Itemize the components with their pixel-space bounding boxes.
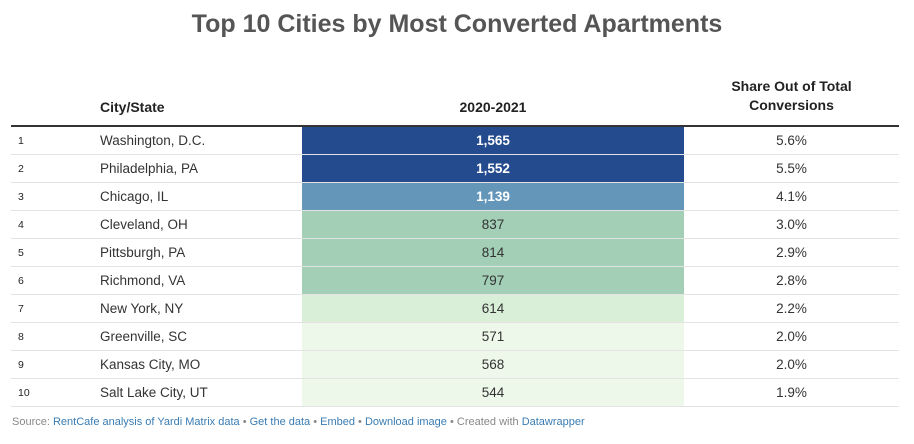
- datawrapper-link[interactable]: Datawrapper: [521, 416, 585, 428]
- value-cell: 837: [302, 210, 684, 239]
- city-cell: Richmond, VA: [89, 266, 302, 295]
- rank-cell: 5: [11, 238, 89, 267]
- get-the-data-link[interactable]: Get the data: [249, 416, 311, 428]
- header-row: City/State 2020-2021 Share Out of Total …: [11, 62, 899, 127]
- value-cell: 568: [302, 350, 684, 379]
- share-cell: 1.9%: [684, 378, 899, 407]
- city-cell: Salt Lake City, UT: [89, 378, 302, 407]
- table-row: 8 Greenville, SC 571 2.0%: [11, 322, 899, 351]
- value-cell: 1,565: [302, 126, 684, 155]
- rank-cell: 3: [11, 182, 89, 211]
- rank-cell: 7: [11, 294, 89, 323]
- city-cell: Chicago, IL: [89, 182, 302, 211]
- table-row: 10 Salt Lake City, UT 544 1.9%: [11, 378, 899, 407]
- table-row: 6 Richmond, VA 797 2.8%: [11, 266, 899, 295]
- table-row: 3 Chicago, IL 1,139 4.1%: [11, 182, 899, 211]
- value-cell: 1,552: [302, 154, 684, 183]
- city-cell: Pittsburgh, PA: [89, 238, 302, 267]
- download-image-link[interactable]: Download image: [364, 416, 447, 428]
- footer-created-with: Created with: [456, 416, 522, 428]
- city-cell: Philadelphia, PA: [89, 154, 302, 183]
- city-cell: New York, NY: [89, 294, 302, 323]
- rank-cell: 6: [11, 266, 89, 295]
- table-row: 2 Philadelphia, PA 1,552 5.5%: [11, 154, 899, 183]
- value-cell: 571: [302, 322, 684, 351]
- share-cell: 2.2%: [684, 294, 899, 323]
- share-cell: 2.0%: [684, 350, 899, 379]
- city-cell: Greenville, SC: [89, 322, 302, 351]
- source-link[interactable]: RentCafe analysis of Yardi Matrix data: [52, 416, 240, 428]
- value-cell: 544: [302, 378, 684, 407]
- rank-cell: 2: [11, 154, 89, 183]
- chart-title: Top 10 Cities by Most Converted Apartmen…: [191, 10, 723, 38]
- share-cell: 2.8%: [684, 266, 899, 295]
- city-cell: Kansas City, MO: [89, 350, 302, 379]
- header-share[interactable]: Share Out of Total Conversions: [684, 62, 899, 127]
- share-cell: 3.0%: [684, 210, 899, 239]
- footer-source-prefix: Source:: [12, 416, 53, 428]
- rank-cell: 10: [11, 378, 89, 407]
- footer-separator: •: [310, 416, 321, 428]
- share-cell: 5.6%: [684, 126, 899, 155]
- table-row: 1 Washington, D.C. 1,565 5.6%: [11, 126, 899, 155]
- city-cell: Cleveland, OH: [89, 210, 302, 239]
- header-2020-2021[interactable]: 2020-2021: [302, 62, 684, 127]
- table-row: 9 Kansas City, MO 568 2.0%: [11, 350, 899, 379]
- value-cell: 797: [302, 266, 684, 295]
- rank-cell: 8: [11, 322, 89, 351]
- footer-separator: •: [446, 416, 457, 428]
- value-cell: 814: [302, 238, 684, 267]
- footer: Source: RentCafe analysis of Yardi Matri…: [12, 416, 585, 428]
- data-table: City/State 2020-2021 Share Out of Total …: [11, 62, 899, 407]
- share-cell: 5.5%: [684, 154, 899, 183]
- city-cell: Washington, D.C.: [89, 126, 302, 155]
- table-row: 4 Cleveland, OH 837 3.0%: [11, 210, 899, 239]
- value-cell: 1,139: [302, 182, 684, 211]
- header-share-line2: Conversions: [749, 97, 834, 113]
- table-row: 5 Pittsburgh, PA 814 2.9%: [11, 238, 899, 267]
- rank-cell: 4: [11, 210, 89, 239]
- rank-cell: 1: [11, 126, 89, 155]
- footer-separator: •: [355, 416, 365, 428]
- value-cell: 614: [302, 294, 684, 323]
- rank-cell: 9: [11, 350, 89, 379]
- table-row: 7 New York, NY 614 2.2%: [11, 294, 899, 323]
- share-cell: 2.0%: [684, 322, 899, 351]
- footer-separator: •: [239, 416, 250, 428]
- share-cell: 4.1%: [684, 182, 899, 211]
- header-city-state[interactable]: City/State: [89, 62, 302, 127]
- share-cell: 2.9%: [684, 238, 899, 267]
- header-share-line1: Share Out of Total: [731, 78, 852, 94]
- header-rank: [11, 62, 89, 127]
- embed-link[interactable]: Embed: [320, 416, 355, 428]
